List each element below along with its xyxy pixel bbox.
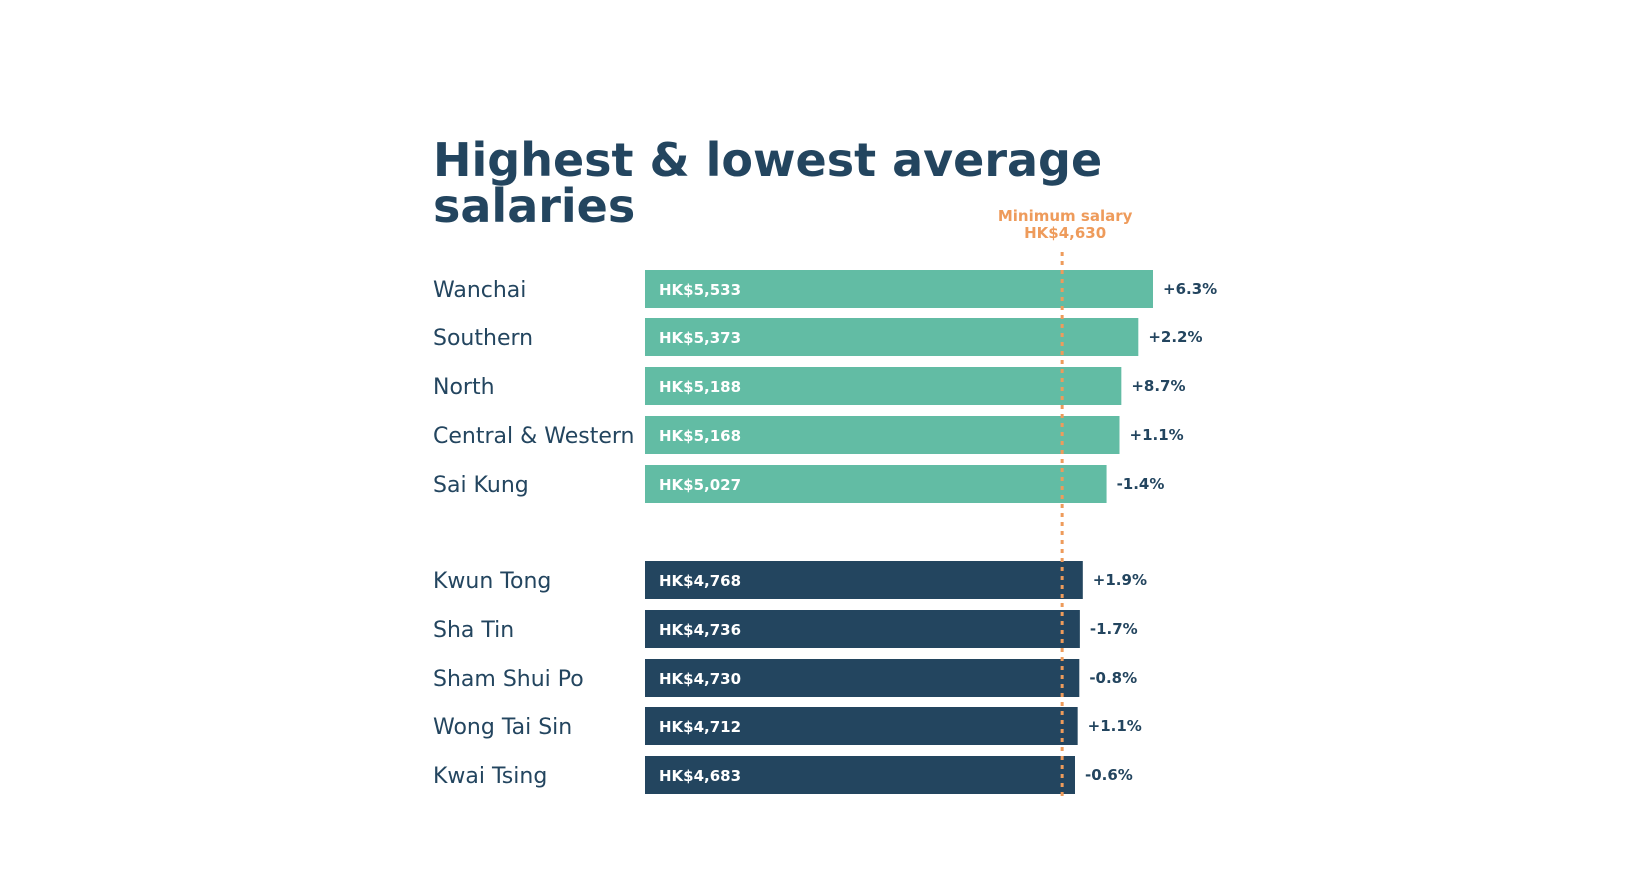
minimum-salary-label: Minimum salary — [998, 207, 1133, 225]
minimum-salary-value: HK$4,630 — [1024, 224, 1106, 242]
bar-value-label: HK$4,736 — [659, 621, 741, 639]
category-label: Southern — [433, 326, 533, 351]
bar-value-label: HK$5,027 — [659, 476, 741, 494]
category-label: Sai Kung — [433, 473, 529, 498]
bar — [645, 270, 1153, 308]
change-label: +1.1% — [1130, 426, 1184, 444]
change-label: -0.8% — [1089, 669, 1137, 687]
chart-title-line-1: Highest & lowest average — [433, 133, 1102, 187]
bar-value-label: HK$5,188 — [659, 378, 741, 396]
bar — [645, 756, 1075, 794]
bar — [645, 367, 1122, 405]
bar-value-label: HK$4,712 — [659, 718, 741, 736]
change-label: -1.7% — [1090, 620, 1138, 638]
category-label: Central & Western — [433, 424, 634, 449]
category-label: Kwai Tsing — [433, 764, 547, 789]
bar-value-label: HK$5,533 — [659, 281, 741, 299]
category-label: Wanchai — [433, 278, 526, 303]
bar-value-label: HK$4,768 — [659, 572, 741, 590]
category-label: Sham Shui Po — [433, 667, 584, 692]
bar — [645, 610, 1080, 648]
bar-value-label: HK$5,168 — [659, 427, 741, 445]
change-label: +1.1% — [1088, 717, 1142, 735]
bar — [645, 416, 1120, 454]
bar-value-label: HK$4,730 — [659, 670, 741, 688]
bar — [645, 318, 1139, 356]
change-label: +8.7% — [1131, 377, 1185, 395]
category-label: Sha Tin — [433, 618, 514, 643]
category-label: Kwun Tong — [433, 569, 551, 594]
bar — [645, 707, 1078, 745]
bar — [645, 465, 1107, 503]
change-label: +1.9% — [1093, 571, 1147, 589]
bars-layer: Wanchai HK$5,533 +6.3% Southern HK$5,373 +2.2… — [433, 270, 1217, 794]
change-label: +6.3% — [1163, 280, 1217, 298]
change-label: -0.6% — [1085, 766, 1133, 784]
change-label: -1.4% — [1117, 475, 1165, 493]
chart-title-line-2: salaries — [433, 179, 635, 233]
bar — [645, 659, 1080, 697]
bar-value-label: HK$4,683 — [659, 767, 741, 785]
category-label: Wong Tai Sin — [433, 715, 572, 740]
bar — [645, 561, 1083, 599]
bar-value-label: HK$5,373 — [659, 329, 741, 347]
change-label: +2.2% — [1148, 328, 1202, 346]
category-label: North — [433, 375, 495, 400]
